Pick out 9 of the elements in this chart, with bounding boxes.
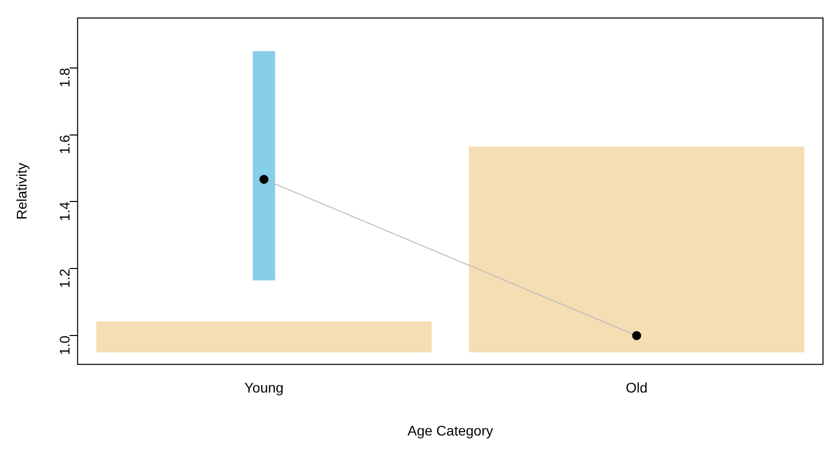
x-tick-label: Young [244, 380, 284, 396]
y-tick-label: 1.4 [56, 202, 72, 222]
y-tick-label: 1.6 [56, 134, 72, 154]
y-tick-label: 1.8 [56, 68, 72, 88]
y-tick-label: 1.0 [56, 335, 72, 356]
x-tick-label: Old [626, 380, 648, 396]
y-axis-title: Relativity [13, 162, 30, 220]
x-axis-title: Age Category [407, 422, 494, 438]
y-tick-label: 1.2 [56, 268, 72, 288]
